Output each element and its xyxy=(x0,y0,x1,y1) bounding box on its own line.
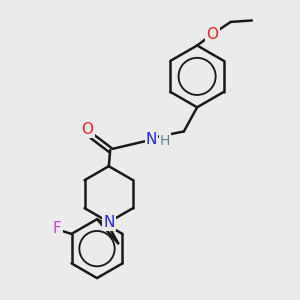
Text: N: N xyxy=(146,132,157,147)
Text: O: O xyxy=(206,27,218,42)
Text: O: O xyxy=(82,122,94,137)
Text: H: H xyxy=(160,134,170,148)
Text: N: N xyxy=(103,214,115,230)
Text: F: F xyxy=(53,220,62,236)
